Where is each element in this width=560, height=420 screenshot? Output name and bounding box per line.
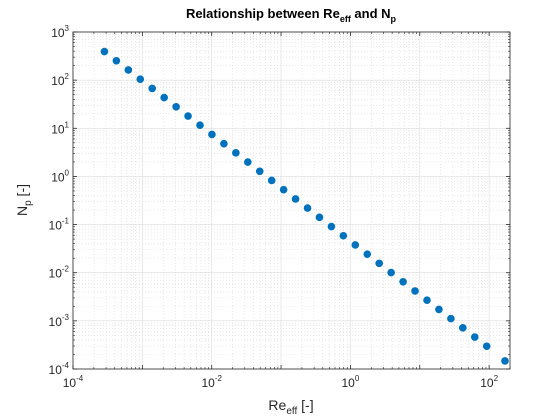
data-point [375,259,383,268]
y-tick-label: 10-1 [49,217,70,233]
tick-base: 10 [49,315,63,329]
y-tick-label: 100 [51,168,69,184]
x-tick-label: 10-4 [63,374,84,390]
tick-base: 10 [63,376,77,390]
tick-base: 10 [201,376,215,390]
data-point [279,185,288,194]
data-point [470,333,479,341]
title-sub2: p [391,14,397,24]
y-tick-label: 101 [51,120,69,136]
tick-exponent: 2 [494,374,499,383]
data-point [184,112,192,120]
tick-exponent: 3 [65,24,70,33]
data-point [501,357,509,365]
y-label-unit: [-] [14,184,30,200]
y-tick-label: 10-3 [49,313,70,329]
tick-exponent: 2 [65,72,70,81]
y-tick-label: 103 [51,24,69,40]
data-point [411,287,419,295]
data-point [196,121,204,130]
tick-exponent: -4 [76,374,84,383]
x-label-sub: eff [286,406,297,417]
y-tick-label: 102 [51,72,69,88]
tick-base: 10 [342,376,356,390]
data-point [351,241,360,249]
data-point [255,167,264,176]
data-point [482,342,491,351]
chart-title: Relationship between Reeff and Np [186,6,397,24]
tick-exponent: 0 [65,168,70,177]
tick-exponent: -3 [62,313,70,322]
x-label-main: Re [268,397,286,413]
data-point [208,130,216,139]
tick-base: 10 [480,376,494,390]
title-sub1: eff [340,14,352,24]
tick-exponent: -4 [62,361,70,370]
data-point [112,56,121,65]
y-axis-label: Np [-] [14,184,34,216]
x-tick-label: 102 [480,374,498,390]
data-point [148,84,157,93]
tick-exponent: -2 [62,265,70,274]
x-tick-label: 100 [342,374,360,390]
tick-base: 10 [51,26,65,40]
data-point [339,231,348,240]
data-point [232,149,240,157]
y-label-main: N [14,206,30,216]
minor-grid [73,32,511,369]
data-point [136,75,145,83]
title-main: Relationship between Re [186,6,340,21]
data-point [124,66,133,74]
tick-base: 10 [51,122,65,136]
data-point [172,103,180,111]
data-point [459,324,467,332]
tick-base: 10 [49,363,63,377]
y-tick-label: 10-4 [49,361,70,377]
x-label-unit: [-] [297,397,313,413]
data-point [399,277,407,286]
tick-base: 10 [49,267,63,281]
x-tick-labels: 10-4 10-2 100 102 [63,374,499,390]
tick-exponent: -1 [62,217,70,226]
tick-base: 10 [49,219,63,233]
data-point [435,305,443,314]
tick-base: 10 [51,74,65,88]
data-point [100,47,109,56]
data-point [267,176,276,185]
y-tick-label: 10-2 [49,265,70,281]
tick-exponent: -2 [215,374,223,383]
data-point [160,93,168,102]
data-point [363,250,372,258]
plot-area [73,32,510,369]
data-point [315,213,324,222]
data-point [423,296,431,304]
data-point [447,314,455,323]
y-label-sub: p [23,200,34,206]
data-markers [100,47,509,365]
title-mid: and N [351,6,391,21]
x-axis-label: Reeff [-] [268,397,313,417]
tick-exponent: 0 [355,374,360,383]
axes-box [72,31,511,370]
data-point [243,158,252,166]
data-point [220,139,228,148]
tick-base: 10 [51,170,65,184]
data-point [327,222,336,231]
data-point [387,268,395,277]
data-point [291,195,300,203]
x-tick-label: 10-2 [201,374,222,390]
tick-exponent: 1 [65,120,70,129]
data-point [303,204,312,212]
